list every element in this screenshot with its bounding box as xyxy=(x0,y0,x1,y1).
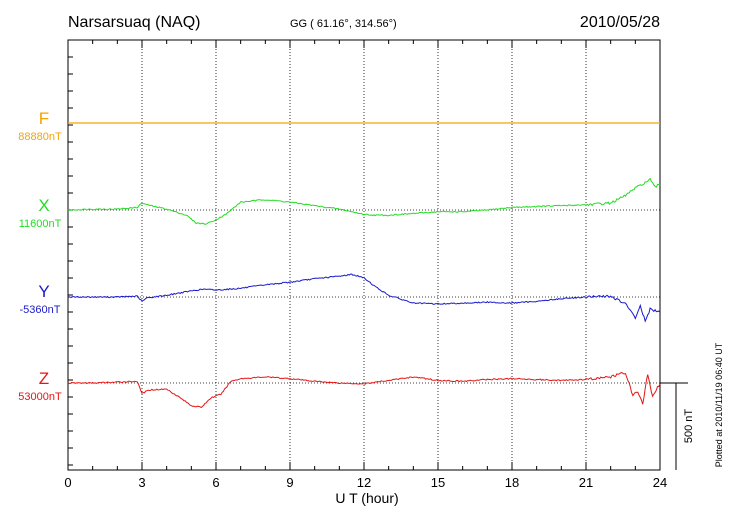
trace-y xyxy=(67,273,661,323)
series-label-f: F xyxy=(39,109,49,128)
scale-bar: 500 nT xyxy=(660,382,695,470)
series-labels: F 88880nT X 11600nT Y -5360nT Z 53000nT xyxy=(18,109,62,403)
x-tick-label: 0 xyxy=(64,475,71,490)
plot-frame xyxy=(67,39,661,471)
x-axis-label: U T (hour) xyxy=(335,490,398,506)
trace-x xyxy=(67,177,661,225)
x-tick-label: 24 xyxy=(653,475,667,490)
x-tick-label: 15 xyxy=(431,475,445,490)
x-tick-label: 21 xyxy=(579,475,593,490)
series-traces xyxy=(67,122,661,409)
baseline-value-f: 88880nT xyxy=(18,131,62,143)
baseline-value-z: 53000nT xyxy=(18,391,62,403)
axes xyxy=(67,39,661,471)
trace-z xyxy=(67,372,661,409)
x-tick-labels: 0 3 6 9 12 15 18 21 24 xyxy=(64,475,667,490)
plotted-note: Plotted at 2010/11/19 06:40 UT xyxy=(714,342,724,467)
scale-bar-label: 500 nT xyxy=(683,409,695,444)
baseline-value-y: -5360nT xyxy=(20,304,61,316)
x-tick-label: 18 xyxy=(505,475,519,490)
x-tick-label: 12 xyxy=(357,475,371,490)
x-tick-label: 6 xyxy=(212,475,219,490)
station-title: Narsarsuaq (NAQ) xyxy=(68,14,200,31)
series-label-z: Z xyxy=(39,369,49,388)
x-tick-label: 3 xyxy=(138,475,145,490)
grid xyxy=(141,40,587,470)
series-label-x: X xyxy=(38,196,49,215)
series-label-y: Y xyxy=(38,282,49,301)
station-coords: GG ( 61.16°, 314.56°) xyxy=(290,18,397,30)
chart-date: 2010/05/28 xyxy=(580,14,660,31)
x-tick-label: 9 xyxy=(286,475,293,490)
baseline-value-x: 11600nT xyxy=(19,218,62,230)
